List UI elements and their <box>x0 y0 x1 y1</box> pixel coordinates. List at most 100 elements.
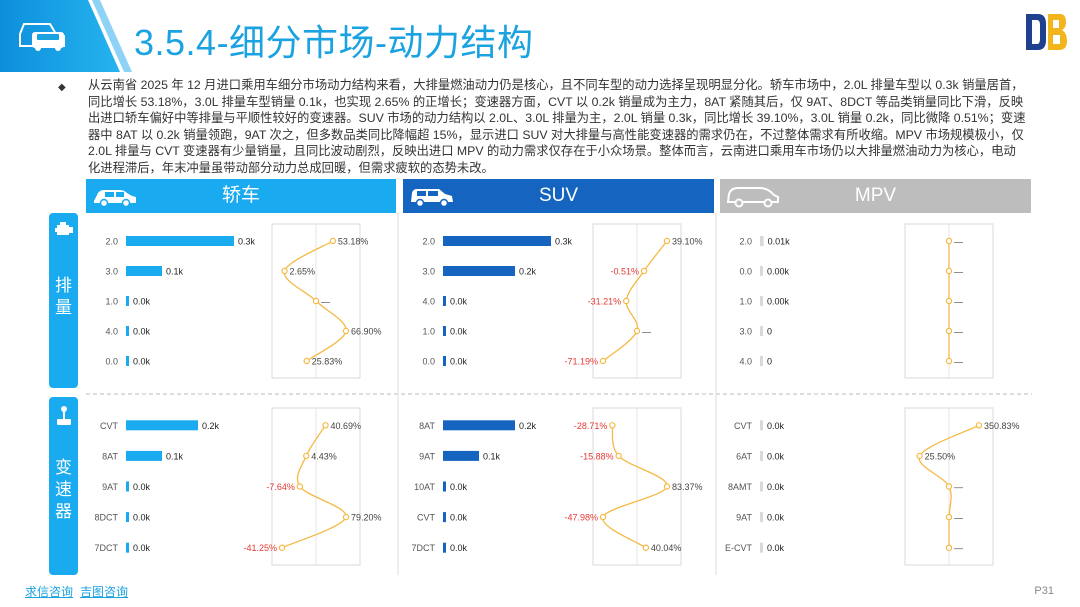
yoy-label: -7.64% <box>266 482 295 492</box>
category-label: 7DCT <box>411 543 435 553</box>
yoy-point <box>945 544 953 551</box>
bar-value-label: 0.1k <box>166 451 184 461</box>
bar <box>126 236 234 246</box>
row-label-transmission: 变速器 <box>55 458 72 521</box>
yoy-point <box>945 267 953 275</box>
yoy-point <box>633 327 641 335</box>
category-label: CVT <box>734 421 753 431</box>
bar <box>443 420 515 431</box>
category-label: 3.0 <box>739 327 752 337</box>
row-card-transmission: 变速器 <box>49 397 78 575</box>
bar <box>443 266 515 276</box>
bar <box>760 356 763 366</box>
yoy-label: 25.50% <box>925 451 956 461</box>
category-label: 1.0 <box>739 297 752 307</box>
yoy-point <box>281 267 288 275</box>
bar-value-label: 0.0k <box>133 513 151 523</box>
bar <box>443 326 446 336</box>
yoy-point <box>945 357 953 365</box>
bar-value-label: 0.0k <box>450 543 468 553</box>
category-label: 4.0 <box>422 297 435 307</box>
category-label: 8AT <box>419 421 435 431</box>
bar <box>760 326 763 336</box>
yoy-label: 40.04% <box>651 543 682 553</box>
category-label: 0.0 <box>105 357 118 367</box>
bar-value-label: 0.0k <box>133 482 151 492</box>
bar <box>760 450 763 461</box>
bar-value-label: 0.0k <box>450 297 468 307</box>
bar <box>126 356 129 366</box>
bar <box>443 450 479 461</box>
bar <box>126 481 129 492</box>
bar <box>126 420 198 431</box>
bar <box>126 542 129 553</box>
yoy-label: 25.83% <box>312 357 343 367</box>
chart-sedan-displacement: 2.0 0.3k 3.0 0.1k 1.0 0.0k 4.0 0.0k 0.0 0.0k 53.18… <box>105 223 382 379</box>
yoy-label: -31.21% <box>588 297 622 307</box>
yoy-label: 39.10% <box>672 237 703 247</box>
category-label: CVT <box>417 513 436 523</box>
bar-value-label: 0.0k <box>450 513 468 523</box>
yoy-label: — <box>954 543 963 553</box>
yoy-point <box>312 297 320 305</box>
section-label-sedan: 轿车 <box>221 185 260 206</box>
sedan-icon <box>94 190 136 208</box>
bar <box>126 512 129 523</box>
yoy-point <box>945 327 953 335</box>
bar-value-label: 0.00k <box>767 297 790 307</box>
engine-icon <box>55 222 73 235</box>
bar-value-label: 0.0k <box>767 543 785 553</box>
yoy-label: — <box>954 357 963 367</box>
category-label: 2.0 <box>422 237 435 247</box>
section-label-mpv: MPV <box>854 185 897 206</box>
car-header-icon <box>19 23 65 51</box>
yoy-label: — <box>954 482 963 492</box>
chart-mpv-transmission: CVT 0.0k 6AT 0.0k 8AMT 0.0k 9AT 0.0k E-CVT 0.0k 35… <box>725 407 1020 566</box>
category-label: CVT <box>100 421 119 431</box>
bar-value-label: 0.0k <box>450 327 468 337</box>
yoy-line <box>281 424 347 549</box>
yoy-point <box>615 452 622 460</box>
bar-value-label: 0.2k <box>519 267 537 277</box>
category-label: 8DCT <box>94 513 118 523</box>
bar <box>126 450 162 461</box>
yoy-label: -41.25% <box>243 543 277 553</box>
yoy-point <box>599 357 607 365</box>
yoy-label: -71.19% <box>564 357 598 367</box>
yoy-label: — <box>954 237 963 247</box>
category-label: 3.0 <box>105 267 118 277</box>
category-label: 4.0 <box>105 327 118 337</box>
bar <box>760 420 763 431</box>
yoy-label: -47.98% <box>564 513 598 523</box>
gearshift-icon <box>57 406 71 425</box>
yoy-label: 2.65% <box>290 267 316 277</box>
yoy-label: — <box>954 327 963 337</box>
yoy-label: 53.18% <box>338 237 369 247</box>
bar-value-label: 0.0k <box>767 482 785 492</box>
bar <box>760 512 763 523</box>
yoy-point <box>663 237 671 245</box>
category-label: 0.0 <box>739 267 752 277</box>
yoy-label: 79.20% <box>351 513 382 523</box>
yoy-plot-frame <box>904 223 994 379</box>
yoy-point <box>975 422 983 429</box>
chart-suv-displacement: 2.0 0.3k 3.0 0.2k 4.0 0.0k 1.0 0.0k 0.0 0.0k 39.10… <box>422 223 703 379</box>
yoy-label: 4.43% <box>311 451 337 461</box>
yoy-point <box>945 483 953 490</box>
yoy-label: — <box>954 513 963 523</box>
chart-mpv-displacement: 2.0 0.01k 0.0 0.00k 1.0 0.00k 3.0 0 4.0 0 — — — — — <box>739 223 994 379</box>
bar <box>126 326 129 336</box>
bar <box>443 481 446 492</box>
brand-logo-icon <box>1026 14 1067 50</box>
footer-link-jitu[interactable]: 吉图咨询 <box>80 585 129 599</box>
section-header-sedan: 轿车 <box>86 179 396 213</box>
yoy-point <box>663 483 671 490</box>
footer-link-qiuxin[interactable]: 求信咨询 <box>25 585 74 599</box>
bar-value-label: 0.1k <box>166 267 184 277</box>
yoy-plot-frame <box>592 407 682 566</box>
bar-value-label: 0.1k <box>483 451 501 461</box>
category-label: 6AT <box>736 451 752 461</box>
section-header-mpv: MPV <box>720 179 1031 213</box>
yoy-point <box>945 297 953 305</box>
row-card-displacement: 排量 <box>49 213 78 388</box>
